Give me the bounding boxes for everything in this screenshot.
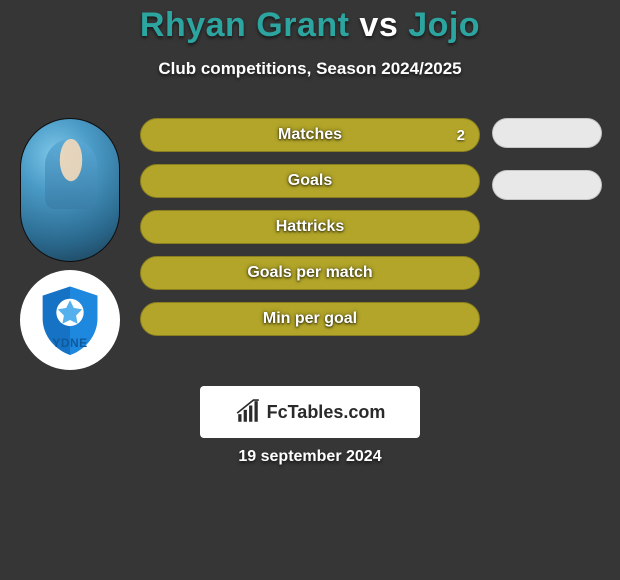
pill-2 (492, 170, 602, 200)
badge-main: YDNE (52, 336, 87, 350)
right-pills (492, 118, 602, 222)
bar-value: 2 (457, 127, 465, 144)
club-badge: YDNE (20, 270, 120, 370)
bar-label: Goals (288, 172, 332, 190)
date: 19 september 2024 (0, 448, 620, 466)
bar-matches: Matches 2 (140, 118, 480, 152)
pill-1 (492, 118, 602, 148)
bar-label: Matches (278, 126, 342, 144)
chart-icon (235, 399, 261, 425)
bar-label: Goals per match (247, 264, 372, 282)
page-title: Rhyan Grant vs Jojo (0, 0, 620, 45)
bar-label: Hattricks (276, 218, 344, 236)
bar-label: Min per goal (263, 310, 357, 328)
title-player2: Jojo (408, 6, 480, 44)
bar-goals-per-match: Goals per match (140, 256, 480, 290)
stat-bars: Matches 2 Goals Hattricks Goals per matc… (140, 118, 480, 348)
bar-hattricks: Hattricks (140, 210, 480, 244)
brand-box: FcTables.com (200, 386, 420, 438)
brand-text: FcTables.com (267, 402, 386, 423)
title-vs: vs (359, 6, 398, 44)
subtitle: Club competitions, Season 2024/2025 (0, 59, 620, 79)
bar-min-per-goal: Min per goal (140, 302, 480, 336)
badge-text: YDNE (52, 336, 87, 350)
left-column: YDNE (10, 118, 130, 370)
title-player1: Rhyan Grant (140, 6, 350, 44)
bar-goals: Goals (140, 164, 480, 198)
player-photo (20, 118, 120, 262)
